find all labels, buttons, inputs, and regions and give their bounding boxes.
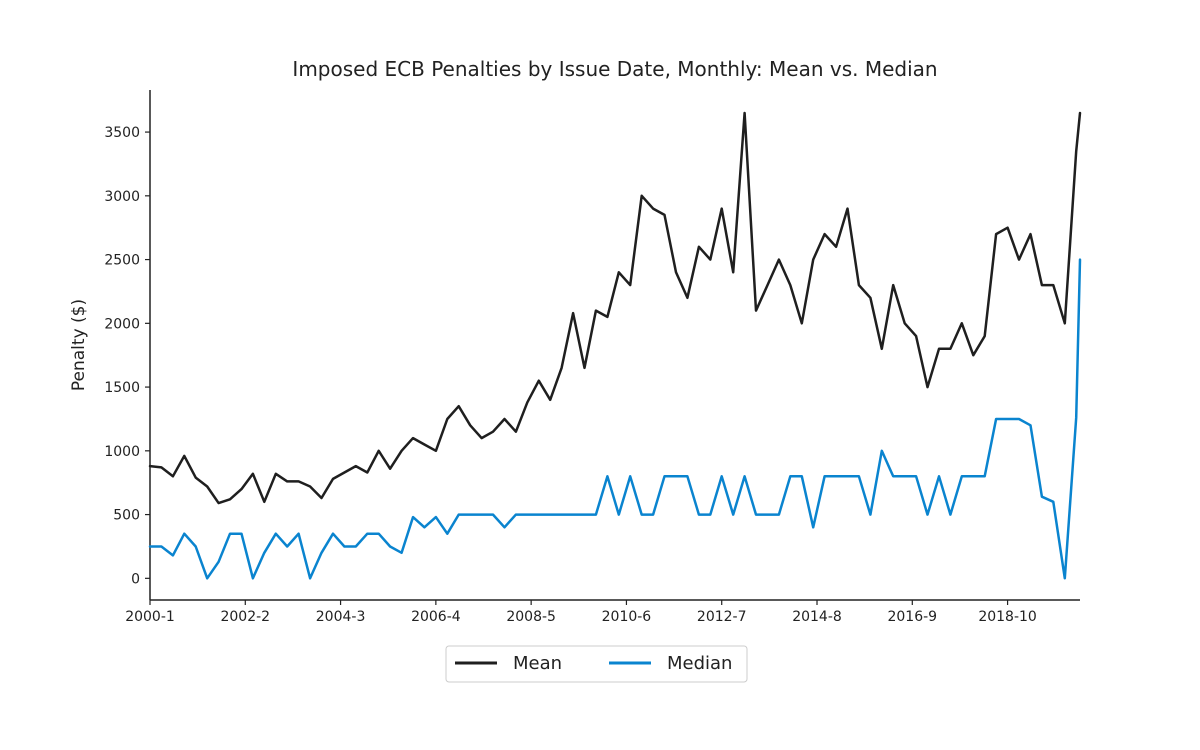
x-tick-label: 2008-5	[506, 609, 556, 625]
x-tick-label: 2014-8	[792, 609, 842, 625]
x-tick-label: 2000-1	[125, 609, 175, 625]
legend: Mean Median	[445, 645, 748, 683]
x-tick-label: 2004-3	[316, 609, 366, 625]
y-tick-label: 3000	[104, 189, 140, 205]
y-tick-label: 2500	[104, 253, 140, 269]
x-tick-label: 2016-9	[887, 609, 937, 625]
y-axis-label: Penalty ($)	[69, 299, 89, 391]
y-tick-label: 500	[113, 508, 140, 524]
y-tick-label: 3500	[104, 125, 140, 141]
x-ticks: 2000-1 2002-2 2004-3 2006-4 2008-5 2010-6 2012…	[125, 600, 1037, 625]
x-tick-label: 2018-10	[978, 609, 1037, 625]
y-tick-label: 2000	[104, 316, 140, 332]
x-tick-label: 2002-2	[220, 609, 270, 625]
y-tick-label: 0	[131, 571, 140, 587]
legend-box	[445, 645, 748, 683]
series-line-mean	[148, 111, 1082, 505]
legend-label-mean: Mean	[513, 653, 562, 674]
y-tick-label: 1000	[104, 444, 140, 460]
series-lines	[148, 111, 1082, 580]
series-line-median	[148, 258, 1082, 580]
x-tick-label: 2010-6	[602, 609, 652, 625]
x-tick-label: 2006-4	[411, 609, 461, 625]
y-tick-label: 1500	[104, 380, 140, 396]
chart-title: Imposed ECB Penalties by Issue Date, Mon…	[292, 57, 937, 81]
y-ticks: 0 500 1000 1500 2000 2500 3000 3500	[104, 125, 150, 587]
plot-area: 0 500 1000 1500 2000 2500 3000 3500 2000-1 2002-…	[104, 90, 1082, 625]
x-tick-label: 2012-7	[697, 609, 747, 625]
legend-label-median: Median	[667, 653, 732, 674]
